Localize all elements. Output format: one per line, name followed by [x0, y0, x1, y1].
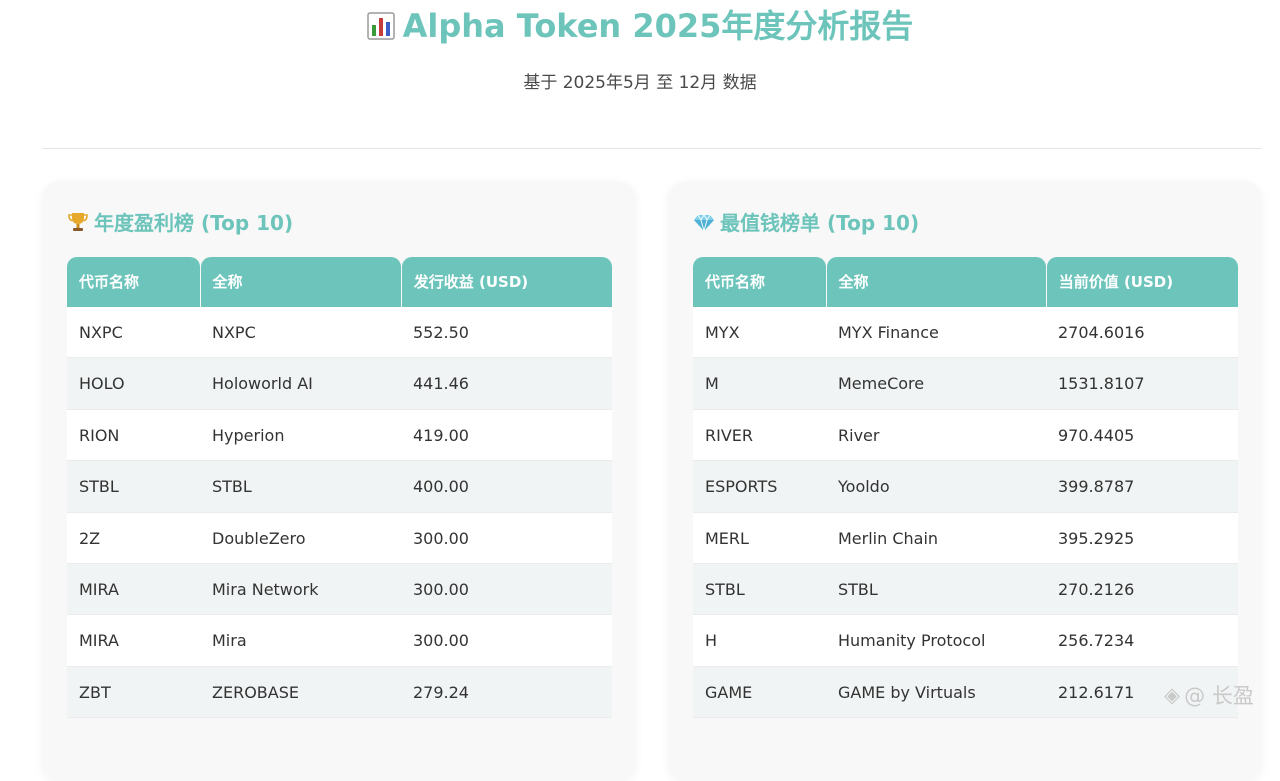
token-symbol-cell: NXPC: [79, 323, 123, 342]
issue-profit-cell: 300.00: [413, 579, 469, 599]
token-symbol-cell: ESPORTS: [705, 477, 778, 497]
profit-table-body: NXPC NXPC 552.50 HOLO Holoworld AI 441.4…: [67, 307, 612, 719]
bar-chart-icon: [366, 7, 395, 51]
table-row: NXPC NXPC 552.50: [67, 307, 612, 359]
token-fullname-cell: DoubleZero: [212, 528, 306, 548]
token-symbol-cell: STBL: [705, 579, 745, 599]
table-row: GAME GAME by Virtuals 212.6171: [693, 666, 1238, 719]
table-row: HOLO Holoworld AI 441.46: [67, 358, 612, 410]
token-fullname-cell: Merlin Chain: [838, 528, 939, 548]
watermark-text: @ 长盈: [1184, 684, 1254, 708]
table-row: STBL STBL 400.00: [67, 461, 612, 513]
table-row: RIVER River 970.4405: [693, 409, 1238, 462]
page-title: Alpha Token 2025年度分析报告: [0, 4, 1280, 51]
current-value-cell: 270.2126: [1058, 579, 1135, 599]
table-row: ZBT ZEROBASE 279.24: [67, 666, 612, 719]
token-fullname-cell: Hyperion: [212, 425, 285, 445]
value-ranking-card: 最值钱榜单 (Top 10) 代币名称 全称 当前价值 (USD) MYX MY…: [668, 181, 1262, 781]
issue-profit-cell: 400.00: [413, 477, 469, 497]
column-header-issue-profit: 发行收益 (USD): [401, 257, 612, 307]
token-symbol-cell: 2Z: [79, 528, 101, 548]
current-value-cell: 395.2925: [1058, 528, 1135, 548]
token-fullname-cell: Mira: [212, 631, 247, 651]
current-value-cell: 399.8787: [1058, 477, 1135, 497]
token-symbol-cell: HOLO: [79, 374, 125, 394]
token-symbol-cell: MERL: [705, 528, 749, 548]
value-ranking-title: 最值钱榜单 (Top 10): [693, 208, 919, 241]
watermark-logo-icon: ◈: [1164, 683, 1181, 707]
current-value-cell: 1531.8107: [1058, 374, 1145, 394]
value-table: 代币名称 全称 当前价值 (USD) MYX MYX Finance 2704.…: [693, 257, 1239, 719]
column-header-token: 代币名称: [67, 257, 200, 307]
token-fullname-cell: MemeCore: [838, 374, 925, 394]
table-row: M MemeCore 1531.8107: [693, 358, 1238, 410]
token-symbol-cell: GAME: [705, 682, 753, 702]
table-row: MYX MYX Finance 2704.6016: [693, 307, 1238, 359]
issue-profit-cell: 300.00: [413, 528, 469, 548]
header-divider: [42, 148, 1262, 149]
token-symbol-cell: MYX: [705, 323, 740, 342]
token-symbol-cell: RIVER: [705, 425, 754, 445]
profit-table-header: 代币名称 全称 发行收益 (USD): [67, 257, 612, 307]
value-ranking-title-text: 最值钱榜单 (Top 10): [720, 211, 920, 235]
table-row: MIRA Mira 300.00: [67, 615, 612, 667]
token-fullname-cell: MYX Finance: [838, 323, 939, 342]
token-symbol-cell: M: [705, 374, 719, 394]
gem-icon: [693, 211, 715, 241]
token-fullname-cell: ZEROBASE: [212, 682, 299, 702]
token-fullname-cell: NXPC: [212, 323, 256, 342]
profit-ranking-title-text: 年度盈利榜 (Top 10): [94, 211, 294, 235]
token-fullname-cell: Humanity Protocol: [838, 631, 986, 651]
page-title-text: Alpha Token 2025年度分析报告: [402, 7, 914, 45]
column-header-token: 代币名称: [693, 257, 826, 307]
column-header-fullname: 全称: [826, 257, 1046, 307]
token-symbol-cell: H: [705, 631, 718, 651]
table-row: MIRA Mira Network 300.00: [67, 563, 612, 616]
value-table-body: MYX MYX Finance 2704.6016 M MemeCore 153…: [693, 307, 1238, 719]
token-symbol-cell: MIRA: [79, 631, 119, 651]
table-row: STBL STBL 270.2126: [693, 563, 1238, 616]
profit-table: 代币名称 全称 发行收益 (USD) NXPC NXPC 552.50 HOLO…: [67, 257, 612, 719]
token-fullname-cell: STBL: [212, 477, 252, 497]
issue-profit-cell: 300.00: [413, 631, 469, 651]
current-value-cell: 212.6171: [1058, 682, 1135, 702]
column-header-current-value: 当前价值 (USD): [1046, 257, 1239, 307]
token-symbol-cell: STBL: [79, 477, 119, 497]
token-fullname-cell: Holoworld AI: [212, 374, 313, 394]
issue-profit-cell: 419.00: [413, 425, 469, 445]
token-symbol-cell: RION: [79, 425, 120, 445]
token-fullname-cell: Yooldo: [838, 477, 890, 497]
trophy-icon: [67, 211, 89, 241]
current-value-cell: 970.4405: [1058, 425, 1135, 445]
page-subtitle: 基于 2025年5月 至 12月 数据: [523, 73, 757, 93]
table-row: ESPORTS Yooldo 399.8787: [693, 461, 1238, 513]
table-row: MERL Merlin Chain 395.2925: [693, 512, 1238, 564]
value-table-header: 代币名称 全称 当前价值 (USD): [693, 257, 1239, 307]
current-value-cell: 256.7234: [1058, 631, 1135, 651]
token-fullname-cell: River: [838, 425, 880, 445]
token-symbol-cell: ZBT: [79, 682, 111, 702]
profit-ranking-title: 年度盈利榜 (Top 10): [67, 208, 293, 241]
token-symbol-cell: MIRA: [79, 579, 119, 599]
token-fullname-cell: GAME by Virtuals: [838, 682, 976, 702]
issue-profit-cell: 441.46: [413, 374, 469, 394]
table-row: RION Hyperion 419.00: [67, 409, 612, 462]
watermark: ◈ @ 长盈: [1164, 680, 1254, 710]
token-fullname-cell: STBL: [838, 579, 878, 599]
issue-profit-cell: 279.24: [413, 682, 469, 702]
token-fullname-cell: Mira Network: [212, 579, 319, 599]
profit-ranking-card: 年度盈利榜 (Top 10) 代币名称 全称 发行收益 (USD) NXPC N…: [42, 181, 636, 781]
table-row: H Humanity Protocol 256.7234: [693, 615, 1238, 667]
column-header-fullname: 全称: [200, 257, 401, 307]
current-value-cell: 2704.6016: [1058, 323, 1145, 342]
table-row: 2Z DoubleZero 300.00: [67, 512, 612, 564]
issue-profit-cell: 552.50: [413, 323, 469, 342]
